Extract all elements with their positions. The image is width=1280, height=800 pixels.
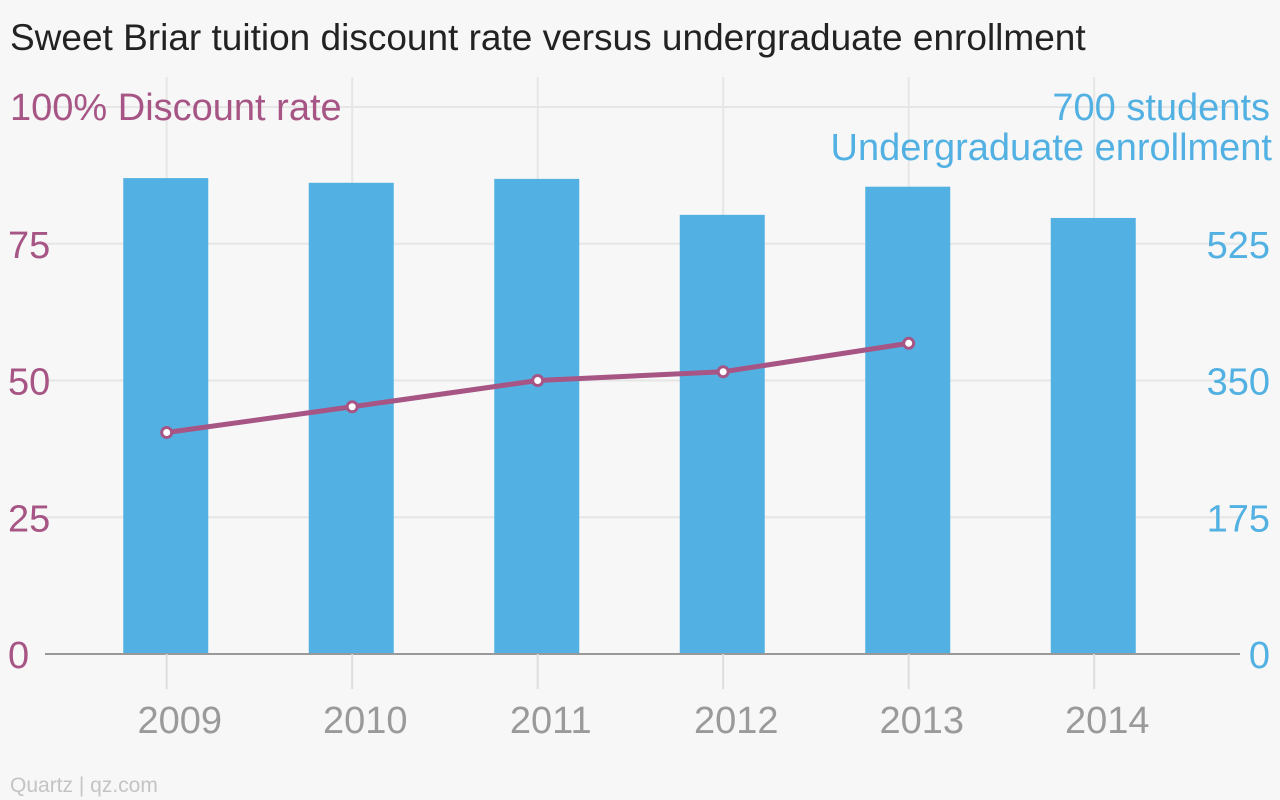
enrollment-bar: [865, 186, 951, 654]
left-axis: 0 25 50 75: [8, 225, 50, 677]
left-axis-title: 100% Discount rate: [10, 87, 342, 129]
x-tick-label: 2014: [1065, 700, 1150, 742]
source-credit: Quartz | qz.com: [10, 774, 158, 797]
discount-rate-point: [531, 374, 545, 387]
left-axis-top-label: 100%: [10, 87, 107, 129]
x-tick-label: 2013: [879, 700, 964, 742]
enrollment-bar: [1050, 217, 1136, 654]
x-tick-label: 2009: [137, 700, 222, 742]
right-axis: 0 175 350 525: [1207, 225, 1270, 677]
right-axis-tick-label: 175: [1207, 498, 1270, 540]
discount-rate-line: [160, 336, 916, 439]
enrollment-bar: [494, 178, 580, 655]
left-axis-tick-label: 0: [8, 635, 29, 677]
x-tick-label: 2012: [694, 700, 779, 742]
chart-title: Sweet Briar tuition discount rate versus…: [10, 17, 1086, 58]
right-axis-top-label: 700 students: [1052, 87, 1270, 129]
left-axis-tick-label: 75: [8, 225, 50, 267]
x-axis-ticks: 2009 2010 2011 2012 2013 2014: [137, 654, 1150, 742]
x-tick-label: 2011: [510, 700, 592, 742]
right-axis-tick-label: 350: [1207, 362, 1270, 404]
enrollment-bars: [123, 178, 1136, 655]
discount-rate-point: [902, 336, 916, 350]
right-axis-tick-label: 525: [1207, 225, 1270, 267]
right-axis-label: Undergraduate enrollment: [831, 127, 1273, 169]
enrollment-bar: [679, 214, 765, 654]
x-tick-label: 2010: [323, 700, 408, 742]
left-axis-tick-label: 50: [8, 362, 50, 404]
right-axis-tick-label: 0: [1249, 635, 1270, 677]
discount-rate-point: [345, 400, 359, 414]
enrollment-bar: [123, 178, 209, 655]
left-axis-label: Discount rate: [118, 87, 342, 129]
discount-rate-point: [160, 425, 174, 439]
left-axis-tick-label: 25: [8, 498, 50, 540]
discount-rate-point: [716, 365, 730, 379]
enrollment-bar: [308, 182, 394, 654]
